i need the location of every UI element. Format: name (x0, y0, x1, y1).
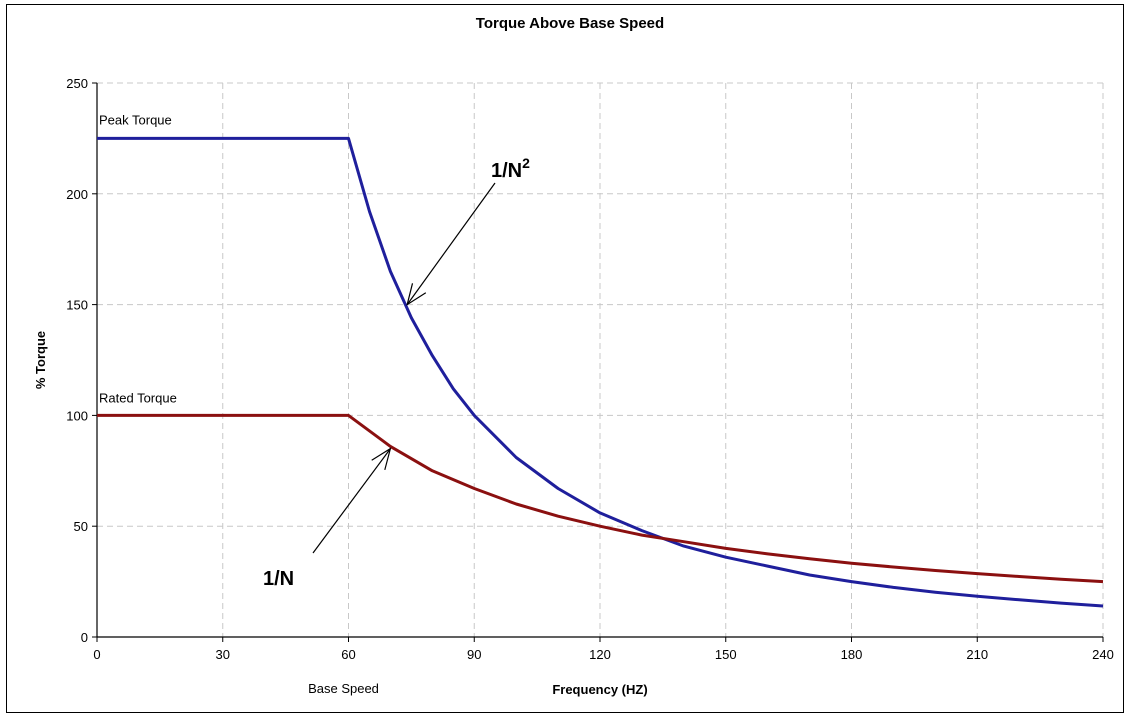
series-label-rated-torque: Rated Torque (99, 390, 177, 405)
x-tick-label: 150 (715, 647, 737, 662)
series-line-peak-torque (97, 136, 1104, 608)
x-tick-labels: 0 30 60 90 120 150 180 210 240 (93, 637, 1114, 662)
x-tick-label: 240 (1092, 647, 1114, 662)
y-tick-label: 100 (66, 408, 88, 423)
x-tick-label: 30 (216, 647, 230, 662)
chart-title: Torque Above Base Speed (476, 15, 664, 32)
inverse-square-arrow (406, 182, 496, 305)
x-tick-label: 0 (93, 647, 100, 662)
x-tick-label: 180 (841, 647, 863, 662)
y-axis-label: % Torque (33, 331, 48, 389)
y-tick-label: 0 (81, 630, 88, 645)
y-tick-label: 50 (74, 519, 88, 534)
x-axis-label: Frequency (HZ) (552, 682, 647, 697)
y-tick-label: 200 (66, 187, 88, 202)
annotations: 1/N2 1/N (263, 155, 530, 590)
inverse-arrowhead (371, 447, 392, 471)
grid-lines (97, 82, 1104, 637)
x-tick-label: 120 (589, 647, 611, 662)
x-tick-label: 210 (966, 647, 988, 662)
base-speed-label: Base Speed (308, 681, 379, 696)
chart-frame: Torque Above Base Speed 0 30 60 90 120 150 180… (6, 4, 1124, 713)
inverse-square-annotation: 1/N2 (491, 155, 530, 182)
torque-chart: Torque Above Base Speed 0 30 60 90 120 150 180… (33, 15, 1114, 697)
series-lines (97, 136, 1104, 608)
inverse-arrow (312, 448, 391, 554)
y-tick-label: 250 (66, 76, 88, 91)
x-tick-label: 90 (467, 647, 481, 662)
inverse-annotation: 1/N (263, 568, 294, 590)
series-label-peak-torque: Peak Torque (99, 112, 172, 127)
y-tick-label: 150 (66, 298, 88, 313)
x-tick-label: 60 (341, 647, 355, 662)
y-tick-labels: 0 50 100 150 200 250 (66, 76, 97, 645)
series-line-rated-torque (97, 413, 1104, 584)
inverse-square-arrowhead (406, 283, 427, 306)
